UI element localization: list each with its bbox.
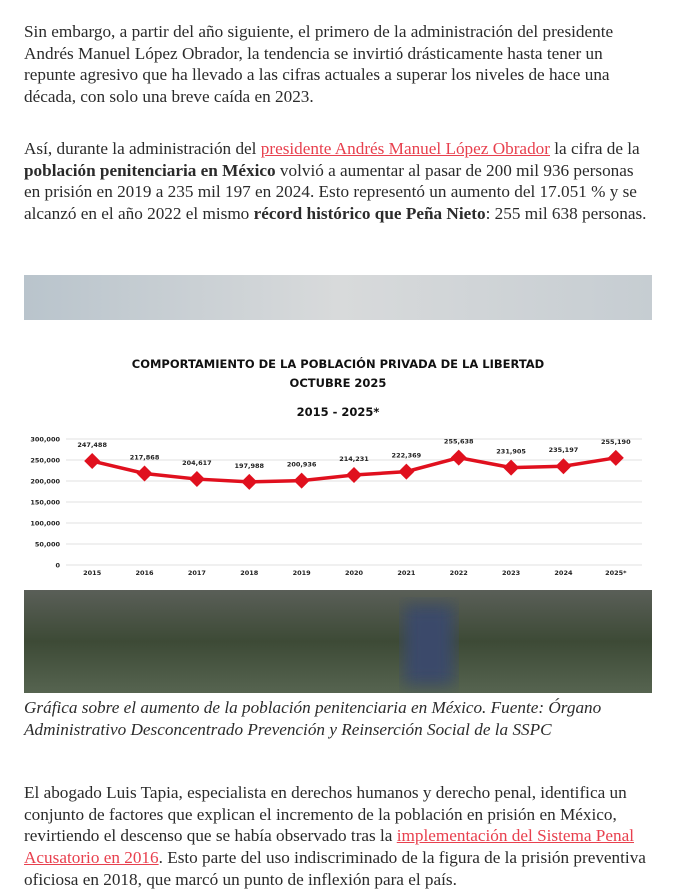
data-point [450,449,467,466]
value-label: 214,231 [339,455,369,463]
y-tick-label: 150,000 [30,499,60,507]
data-point [555,458,572,475]
value-label: 217,868 [130,453,160,461]
data-point [136,465,153,482]
data-point [607,449,624,466]
y-tick-label: 300,000 [30,436,60,444]
x-tick-label: 2019 [293,569,312,577]
text: : 255 mil 638 personas. [485,203,647,223]
chart-title: COMPORTAMIENTO DE LA POBLACIÓN PRIVADA D… [132,356,544,371]
data-point [84,453,101,470]
text: . Esto parte del uso indiscriminado de l… [24,848,646,889]
x-tick-label: 2018 [240,569,259,577]
y-tick-label: 50,000 [35,541,61,549]
figure-image: COMPORTAMIENTO DE LA POBLACIÓN PRIVADA D… [24,275,652,693]
value-label: 197,988 [234,462,264,470]
photo-background [24,590,652,693]
x-tick-label: 2015 [83,569,102,577]
paragraph: Así, durante la administración del presi… [24,138,654,225]
x-tick-label: 2025* [605,569,627,577]
value-label: 231,905 [496,448,526,456]
bold-text: población penitenciaria en México [24,160,276,180]
value-label: 222,369 [392,452,422,460]
x-tick-label: 2016 [135,569,154,577]
chart-period: 2015 - 2025* [297,405,380,419]
value-label: 200,936 [287,461,317,469]
x-tick-label: 2024 [554,569,573,577]
data-point [293,472,310,489]
bold-text: récord histórico que Peña Nieto [253,203,486,223]
paragraphs: El abogado Luis Tapia, especialista en d… [24,782,654,891]
value-label: 235,197 [549,446,579,454]
text: El abogado Luis Tapia, especialista en d… [24,783,627,846]
y-tick-label: 100,000 [30,520,60,528]
y-tick-label: 200,000 [30,478,60,486]
x-tick-label: 2022 [450,569,468,577]
chart-background [24,320,652,590]
data-point [241,473,258,490]
value-label: 255,190 [601,438,631,446]
x-tick-label: 2020 [345,569,364,577]
data-point [398,463,415,480]
caption: Gráfica sobre el aumento de la población… [24,698,602,739]
text: la cifra de la [549,138,640,158]
chart-subtitle: OCTUBRE 2025 [290,376,387,390]
text: volvió a aumentar al pasar de 200 mil 93… [24,160,637,223]
text: Sin embargo, a partir del año siguiente,… [24,22,614,107]
x-tick-label: 2017 [188,569,206,577]
value-label: 255,638 [444,438,474,446]
y-tick-label: 250,000 [30,457,60,465]
data-point [503,459,520,476]
data-point [188,471,205,488]
paragraph: Sin embargo, a partir del año siguiente,… [24,21,654,108]
photo-blur [404,605,454,685]
photo-background [24,275,652,320]
link[interactable]: implementación del Sistema Penal Acusato… [24,826,634,868]
data-point [346,467,362,484]
value-label: 204,617 [182,459,212,467]
article: Sin embargo, a partir del año siguiente,… [24,0,654,889]
x-tick-label: 2021 [397,569,416,577]
y-tick-label: 0 [55,562,60,570]
value-label: 247,488 [77,441,107,449]
paragraphs: Sin embargo, a partir del año siguiente,… [24,0,654,225]
link[interactable]: presidente Andrés Manuel López Obrador [260,138,550,158]
x-tick-label: 2023 [502,569,520,577]
text: Así, durante la administración del [24,138,261,158]
paragraph: El abogado Luis Tapia, especialista en d… [24,782,654,891]
